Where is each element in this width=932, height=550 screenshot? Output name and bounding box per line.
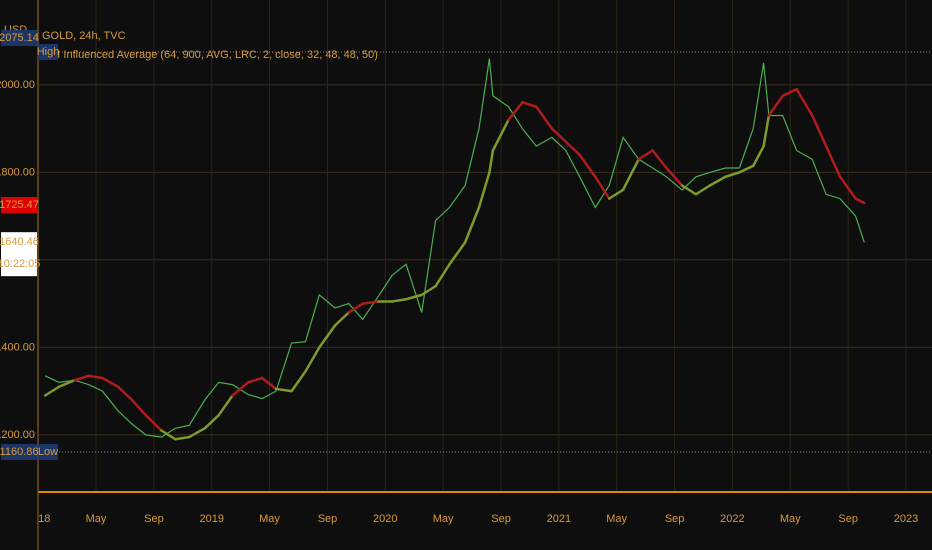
average-segment xyxy=(463,206,481,244)
average-segment xyxy=(318,324,337,349)
average-segment xyxy=(290,370,307,393)
x-tick-label: 2021 xyxy=(547,513,571,525)
average-segment xyxy=(43,385,61,397)
y-tick-label: 1800.00 xyxy=(0,166,35,178)
y-tick-label: 1200.00 xyxy=(0,429,35,441)
x-tick-label: May xyxy=(259,513,280,525)
legend-symbol: GOLD, 24h, TVC xyxy=(42,30,126,42)
x-tick-label: 2020 xyxy=(373,513,397,525)
x-tick-label: Sep xyxy=(491,513,511,525)
average-segment xyxy=(550,127,568,143)
low-label-box xyxy=(38,443,58,460)
y-tick-label: 2000.00 xyxy=(0,79,35,91)
y-tick-label: 1400.00 xyxy=(0,341,35,353)
high-label-box xyxy=(38,44,58,61)
average-price-text: 1640.46 xyxy=(0,236,39,248)
average-segment xyxy=(361,300,380,305)
x-tick-label: Sep xyxy=(838,513,858,525)
average-segment xyxy=(680,184,698,196)
last-price-text: 1725.47 xyxy=(0,199,39,211)
average-segment xyxy=(144,413,163,432)
average-segment xyxy=(203,413,220,430)
x-tick-label: May xyxy=(86,513,107,525)
average-segment xyxy=(607,188,625,200)
x-tick-label: May xyxy=(606,513,627,525)
average-segment xyxy=(477,171,491,209)
average-segment xyxy=(762,114,771,148)
average-segment xyxy=(491,118,510,152)
x-tick-label: 2022 xyxy=(720,513,744,525)
average-segment xyxy=(694,184,712,196)
average-segment xyxy=(160,429,177,441)
average-segment xyxy=(274,387,293,393)
low-value-text: 1160.86 xyxy=(0,446,38,458)
average-segment xyxy=(420,284,437,297)
average-segment xyxy=(174,435,191,441)
average-segment xyxy=(87,374,104,380)
high-value-text: 2075.14 xyxy=(0,32,39,44)
average-segment xyxy=(333,311,351,327)
last-price-box xyxy=(1,196,37,213)
average-segment xyxy=(101,376,120,388)
low-value-box xyxy=(1,443,37,460)
average-segment xyxy=(73,374,90,382)
average-segment xyxy=(594,175,611,200)
average-segment xyxy=(448,241,467,266)
x-tick-label: Sep xyxy=(144,513,164,525)
average-segment xyxy=(521,101,538,108)
average-segment xyxy=(578,153,597,178)
high-label-text: High xyxy=(37,46,60,58)
average-segment xyxy=(217,394,234,417)
legend-indicator: RSI Influenced Average (64, 900, AVG, LR… xyxy=(42,49,378,61)
average-segment xyxy=(130,398,148,417)
average-segment xyxy=(304,346,321,373)
average-segment xyxy=(637,149,654,161)
average-segment xyxy=(246,376,264,384)
x-tick-label: 2023 xyxy=(894,513,918,525)
average-segment xyxy=(621,158,640,192)
average-segment xyxy=(838,175,857,200)
average-segment xyxy=(347,302,364,314)
x-axis-panel xyxy=(0,490,932,550)
average-segment xyxy=(781,88,798,98)
average-segment xyxy=(488,149,495,174)
x-tick-label: Sep xyxy=(318,513,338,525)
average-segment xyxy=(260,376,278,391)
average-segment xyxy=(751,144,765,168)
average-segment xyxy=(708,175,727,187)
timer-text: 10:22:05 xyxy=(0,258,40,270)
average-segment xyxy=(824,144,842,178)
average-price-box xyxy=(1,232,37,277)
average-segment xyxy=(116,385,134,402)
average-segment xyxy=(564,140,581,157)
average-segment xyxy=(810,114,828,148)
average-segment xyxy=(187,427,207,439)
average-segment xyxy=(767,94,784,117)
average-segment xyxy=(795,88,814,117)
average-segment xyxy=(535,105,554,130)
average-segment xyxy=(57,378,76,388)
price-line xyxy=(44,58,865,438)
low-label-text: Low xyxy=(38,446,58,458)
x-tick-label: May xyxy=(780,513,801,525)
average-segment xyxy=(507,101,524,122)
average-segment xyxy=(231,381,250,397)
average-segment xyxy=(434,263,451,288)
average-segment xyxy=(404,293,423,301)
average-segment xyxy=(738,164,755,174)
x-tick-label: May xyxy=(433,513,454,525)
average-segment xyxy=(651,149,668,170)
average-segment xyxy=(390,298,408,303)
average-segment xyxy=(665,166,684,187)
average-segment xyxy=(724,171,741,178)
x-tick-label: Sep xyxy=(665,513,685,525)
high-value-box xyxy=(1,30,37,47)
average-segment xyxy=(854,197,866,205)
x-tick-label: 2019 xyxy=(199,513,223,525)
